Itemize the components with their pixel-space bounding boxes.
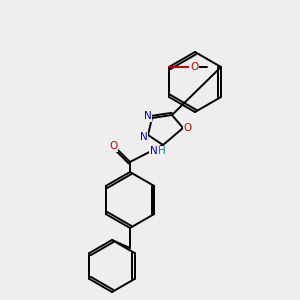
Text: N: N <box>140 132 148 142</box>
Text: O: O <box>190 62 198 72</box>
Text: N: N <box>150 146 158 157</box>
Text: O: O <box>109 141 117 151</box>
Text: O: O <box>184 123 192 133</box>
Text: N: N <box>144 111 152 121</box>
Text: H: H <box>158 146 165 157</box>
